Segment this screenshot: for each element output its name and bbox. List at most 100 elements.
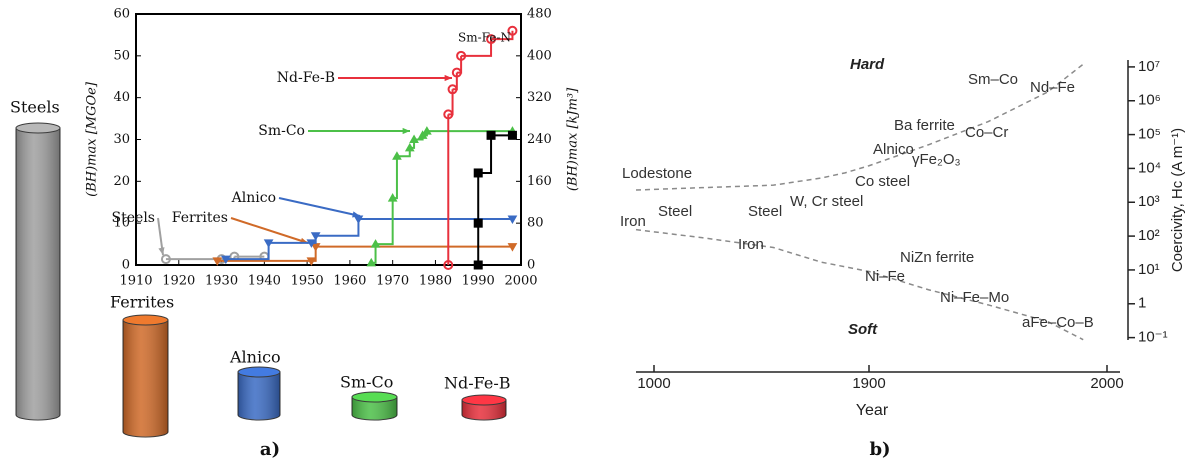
x-tick-label: 1970 xyxy=(376,274,409,289)
annotation: W, Cr steel xyxy=(790,193,863,210)
annotation: Ni–Fe xyxy=(865,268,905,285)
y-tick-label: 10⁵ xyxy=(1138,126,1161,143)
cylinder-top xyxy=(351,391,398,403)
cylinder-top xyxy=(122,314,169,326)
marker xyxy=(409,134,419,143)
x-tick-label: 1980 xyxy=(419,274,452,289)
x-axis-label: Year xyxy=(856,402,889,419)
y-tick-label: 10² xyxy=(1138,227,1160,244)
x-tick-label: 1910 xyxy=(119,274,152,289)
y-tick-label: 30 xyxy=(113,132,130,147)
annotation: Alnico xyxy=(873,141,914,158)
y-tick-label: 1 xyxy=(1138,295,1146,312)
marker xyxy=(507,130,517,140)
y2-axis-label: (BH)max [kJm³] xyxy=(566,87,581,191)
step-line xyxy=(375,198,394,246)
y-tick-label: 10⁶ xyxy=(1138,92,1161,109)
marker xyxy=(212,257,223,266)
step-line xyxy=(225,242,270,261)
annotation: Hard xyxy=(850,56,885,73)
cylinder-shade xyxy=(462,400,506,420)
cylinder-shade xyxy=(123,320,168,437)
arrow-head xyxy=(158,247,165,255)
marker xyxy=(263,239,274,248)
y-axis-label: Coercivity, Hc (A m⁻¹) xyxy=(1169,128,1186,272)
y-tick-label: 0 xyxy=(122,258,130,273)
y-tick-label: 50 xyxy=(113,48,130,63)
marker xyxy=(310,232,321,241)
arrow-head xyxy=(352,211,360,218)
marker xyxy=(422,126,432,135)
arrow xyxy=(278,197,361,217)
annotation: Iron xyxy=(738,236,764,253)
y2-tick-label: 320 xyxy=(527,90,552,105)
marker xyxy=(456,50,467,61)
annotation: Soft xyxy=(848,321,878,338)
y2-tick-label: 240 xyxy=(527,132,552,147)
cylinder-top xyxy=(15,122,61,134)
marker xyxy=(473,168,483,178)
annotation: Steel xyxy=(658,203,692,220)
series-label: Sm-Fe-N xyxy=(458,31,511,45)
cylinder-label: Nd-Fe-B xyxy=(444,374,511,393)
y-tick-label: 10 xyxy=(113,216,130,231)
x-tick-label: 1950 xyxy=(291,274,324,289)
trend-line xyxy=(635,63,1084,191)
marker xyxy=(473,218,483,228)
cylinder-label: Alnico xyxy=(229,348,281,367)
annotation: Co–Cr xyxy=(965,124,1008,141)
annotation: aFe–Co–B xyxy=(1022,314,1094,331)
cylinder-top xyxy=(461,394,507,406)
marker xyxy=(417,130,428,139)
step-line xyxy=(491,30,514,41)
y-tick-label: 10⁴ xyxy=(1138,159,1161,176)
x-tick-label: 1930 xyxy=(205,274,238,289)
marker xyxy=(392,151,402,160)
x-tick-label: 1940 xyxy=(248,274,281,289)
series-label: Ferrites xyxy=(172,210,228,226)
x-tick-label: 1990 xyxy=(462,274,495,289)
series-label: Nd-Fe-B xyxy=(277,70,335,86)
annotation: Ni–Fe–Mo xyxy=(940,289,1009,306)
marker xyxy=(443,260,454,270)
marker xyxy=(473,260,483,270)
marker xyxy=(220,255,231,265)
marker xyxy=(486,34,497,45)
y2-tick-label: 400 xyxy=(527,48,552,63)
caption: b) xyxy=(869,439,890,460)
x-tick-label: 1960 xyxy=(333,274,366,289)
marker xyxy=(160,254,171,265)
y-tick-label: 20 xyxy=(113,174,130,189)
marker xyxy=(404,142,415,152)
y-tick-label: 10³ xyxy=(1138,193,1160,210)
cylinder-label: Ferrites xyxy=(110,293,174,312)
y2-tick-label: 480 xyxy=(527,7,552,22)
y-axis-label: (BH)max [MGOe] xyxy=(85,81,100,197)
cylinder-shade xyxy=(16,128,60,420)
x-tick-label: 2000 xyxy=(504,274,537,289)
cylinder-label: Steels xyxy=(10,98,60,117)
cylinder-top xyxy=(237,366,281,378)
marker xyxy=(366,257,377,267)
marker xyxy=(306,239,317,248)
step-line xyxy=(392,156,398,200)
y2-tick-label: 80 xyxy=(527,216,544,231)
marker xyxy=(451,67,462,78)
caption: a) xyxy=(260,439,280,460)
trend-line xyxy=(635,228,1084,341)
cylinder-shade xyxy=(352,397,397,420)
annotation: Nd–Fe xyxy=(1030,79,1075,96)
step-line xyxy=(461,39,493,57)
arrow xyxy=(230,217,309,244)
series-label: Steels xyxy=(112,210,155,226)
x-tick-label: 1920 xyxy=(162,274,195,289)
arrow-head xyxy=(402,127,410,135)
series-label: Alnico xyxy=(231,190,276,206)
x-tick-label: 1000 xyxy=(637,375,670,392)
marker xyxy=(387,193,398,202)
y-tick-label: 10¹ xyxy=(1138,261,1160,278)
annotation: Sm–Co xyxy=(968,71,1018,88)
cylinder-shade xyxy=(238,372,280,420)
annotation: Co steel xyxy=(855,173,910,190)
